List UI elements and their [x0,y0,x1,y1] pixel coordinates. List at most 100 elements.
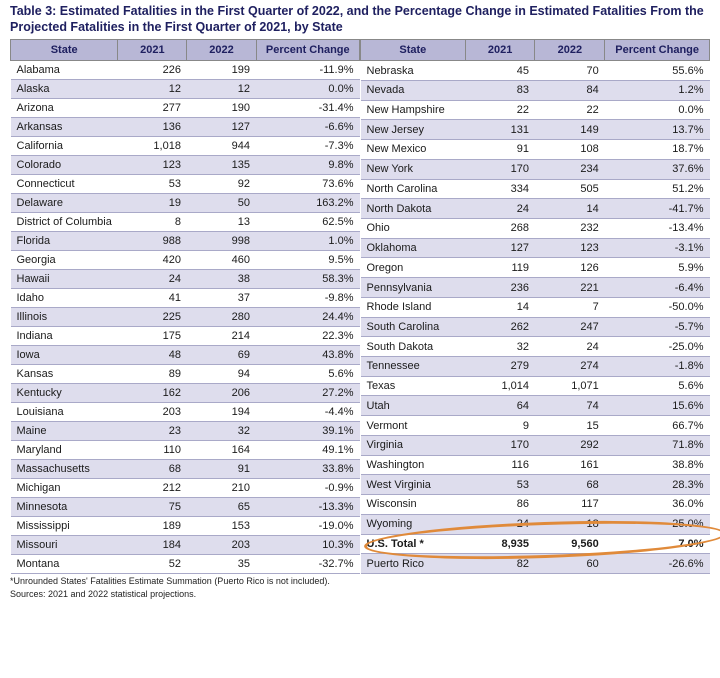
cell-pctchg: 5.9% [605,258,710,278]
cell-2021: 8,935 [465,534,535,554]
tables-wrap: State 2021 2022 Percent Change Alabama22… [10,39,710,574]
cell-2022: 74 [535,396,605,416]
cell-state: New Jersey [361,120,466,140]
cell-pctchg: 18.7% [605,140,710,160]
cell-2021: 91 [465,140,535,160]
table-row: New Mexico9110818.7% [361,140,710,160]
cell-pctchg: -3.1% [605,238,710,258]
table-row: Kentucky16220627.2% [11,384,360,403]
cell-state: New York [361,159,466,179]
cell-2022: 998 [187,232,256,251]
table-row: Wisconsin8611736.0% [361,495,710,515]
cell-pctchg: -1.8% [605,357,710,377]
cell-2021: 184 [118,536,187,555]
cell-state: Kansas [11,365,118,384]
header-row: State 2021 2022 Percent Change [11,40,360,61]
table-row: Pennsylvania236221-6.4% [361,278,710,298]
cell-2021: 236 [465,278,535,298]
cell-pctchg: 0.0% [605,100,710,120]
cell-2022: 7 [535,297,605,317]
table-row: North Carolina33450551.2% [361,179,710,199]
cell-state: Hawaii [11,270,118,289]
cell-pctchg: 22.3% [256,327,360,346]
cell-2022: 135 [187,156,256,175]
cell-pctchg: 9.8% [256,156,360,175]
cell-2021: 162 [118,384,187,403]
cell-2021: 86 [465,495,535,515]
cell-state: Nevada [361,80,466,100]
table-row: Rhode Island147-50.0% [361,297,710,317]
fatalities-table-left: State 2021 2022 Percent Change Alabama22… [10,39,360,574]
cell-state: Texas [361,376,466,396]
col-2022: 2022 [187,40,256,61]
cell-state: South Dakota [361,337,466,357]
cell-state: Rhode Island [361,297,466,317]
table-row: Ohio268232-13.4% [361,219,710,239]
cell-state: Delaware [11,194,118,213]
title-line-1: Table 3: Estimated Fatalities in the Fir… [10,4,704,18]
cell-2022: 505 [535,179,605,199]
col-2021: 2021 [118,40,187,61]
table-row: Tennessee279274-1.8% [361,357,710,377]
cell-2021: 212 [118,479,187,498]
table-row: Idaho4137-9.8% [11,289,360,308]
cell-2022: 68 [535,475,605,495]
cell-2022: 199 [187,61,256,80]
cell-2022: 69 [187,346,256,365]
cell-2022: 460 [187,251,256,270]
cell-state: Montana [11,555,118,574]
cell-2021: 12 [118,80,187,99]
cell-state: Nebraska [361,61,466,81]
cell-2022: 15 [535,416,605,436]
table-row: Alaska12120.0% [11,80,360,99]
table-row: Montana5235-32.7% [11,555,360,574]
cell-pctchg: 10.3% [256,536,360,555]
cell-2022: 13 [187,213,256,232]
table-row: Missouri18420310.3% [11,536,360,555]
cell-state: California [11,137,118,156]
cell-2021: 119 [465,258,535,278]
cell-2021: 170 [465,435,535,455]
table-row: New Hampshire22220.0% [361,100,710,120]
cell-2022: 50 [187,194,256,213]
cell-pctchg: 55.6% [605,61,710,81]
cell-2022: 108 [535,140,605,160]
title-line-2: Projected Fatalities in the First Quarte… [10,20,343,34]
cell-pctchg: 36.0% [605,495,710,515]
table-row: U.S. Total *8,9359,5607.0% [361,534,710,554]
cell-2021: 64 [465,396,535,416]
cell-2021: 127 [465,238,535,258]
cell-state: Georgia [11,251,118,270]
cell-2021: 24 [465,514,535,534]
footnote-1: *Unrounded States' Fatalities Estimate S… [10,576,710,587]
table-row: South Dakota3224-25.0% [361,337,710,357]
cell-pctchg: -7.3% [256,137,360,156]
cell-2022: 91 [187,460,256,479]
col-state: State [11,40,118,61]
cell-pctchg: -31.4% [256,99,360,118]
cell-2022: 944 [187,137,256,156]
cell-2021: 988 [118,232,187,251]
cell-state: Maine [11,422,118,441]
cell-state: Vermont [361,416,466,436]
cell-2021: 24 [118,270,187,289]
cell-state: Colorado [11,156,118,175]
cell-2021: 226 [118,61,187,80]
cell-pctchg: 33.8% [256,460,360,479]
cell-2022: 22 [535,100,605,120]
cell-2021: 123 [118,156,187,175]
cell-2022: 210 [187,479,256,498]
cell-pctchg: -25.0% [605,514,710,534]
cell-pctchg: 58.3% [256,270,360,289]
table-row: Maine233239.1% [11,422,360,441]
cell-2021: 175 [118,327,187,346]
cell-2021: 1,014 [465,376,535,396]
cell-pctchg: 71.8% [605,435,710,455]
cell-pctchg: 38.8% [605,455,710,475]
table-row: Wyoming2418-25.0% [361,514,710,534]
table-row: Massachusetts689133.8% [11,460,360,479]
cell-state: U.S. Total * [361,534,466,554]
table-row: District of Columbia81362.5% [11,213,360,232]
cell-pctchg: -13.4% [605,219,710,239]
table-row: Maryland11016449.1% [11,441,360,460]
